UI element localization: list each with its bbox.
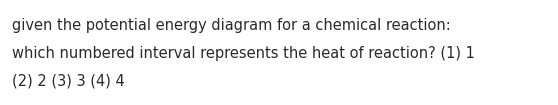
Text: (2) 2 (3) 3 (4) 4: (2) 2 (3) 3 (4) 4 xyxy=(12,74,125,89)
Text: given the potential energy diagram for a chemical reaction:: given the potential energy diagram for a… xyxy=(12,18,451,33)
Text: which numbered interval represents the heat of reaction? (1) 1: which numbered interval represents the h… xyxy=(12,46,475,61)
